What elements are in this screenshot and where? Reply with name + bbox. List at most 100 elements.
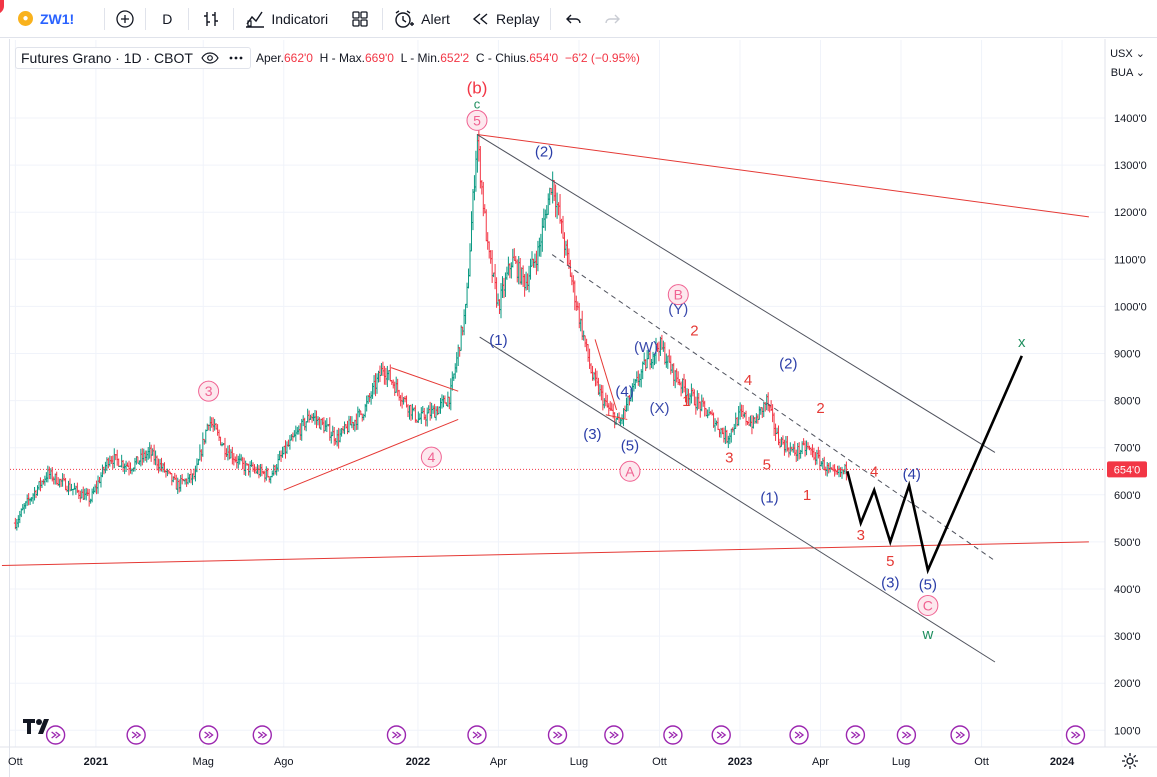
event-marker-arrows: [131, 731, 142, 739]
wave-label: (1): [760, 490, 778, 507]
plus-circle-icon: [116, 9, 134, 28]
compare-button[interactable]: [105, 0, 145, 38]
chart-frame: [0, 39, 1157, 777]
replay-label: Replay: [495, 10, 540, 27]
event-marker-icon[interactable]: [386, 725, 407, 745]
rewind-icon: [472, 12, 488, 25]
wave-circle: [917, 594, 939, 616]
event-marker-icon[interactable]: [467, 725, 487, 745]
trend-line-upper-red: [476, 133, 1089, 218]
trend-line-wedge-bottom: [283, 418, 459, 491]
wave-circle: [667, 284, 689, 306]
event-marker-icon[interactable]: [789, 725, 809, 745]
eye-icon[interactable]: [201, 51, 219, 65]
wave-label: (b): [467, 79, 488, 98]
y-tick-label: 1400'0: [1114, 113, 1147, 125]
price-axis[interactable]: 1400'0 1300'0 1200'0 1100'0 1000'0 900'0 800'0…: [1104, 39, 1157, 747]
wave-label: (3): [583, 426, 601, 443]
symbol-button[interactable]: ● ZW1!: [0, 0, 82, 38]
event-marker-arrows: [955, 731, 966, 739]
indicators-button[interactable]: Indicatori: [234, 0, 338, 38]
tradingview-logo-icon: [23, 719, 49, 734]
projection: [846, 355, 1023, 575]
symbol-legend-box[interactable]: Futures Grano · 1D · CBOT: [15, 47, 251, 69]
y-tick-label: 200'0: [1114, 678, 1141, 690]
event-marker-icon[interactable]: [252, 725, 272, 745]
x-tick-label: Lug: [570, 756, 588, 768]
event-marker-icon[interactable]: [547, 725, 568, 745]
high-label: H - Max.: [319, 51, 365, 65]
event-marker-icon[interactable]: [45, 725, 66, 745]
drawing-lines: [1, 133, 1105, 663]
trend-line-channel-mid: [551, 254, 996, 562]
x-tick-label: Ago: [274, 756, 294, 768]
unit-button[interactable]: BUA ⌄: [1111, 66, 1145, 79]
redo-button[interactable]: [595, 0, 631, 38]
notification-dot: [0, 0, 4, 14]
trend-line-lower-red: [1, 541, 1089, 566]
wave-label: 3: [857, 527, 865, 544]
wave-circle: [466, 109, 488, 131]
x-tick-label: Apr: [812, 756, 829, 768]
event-marker-icon[interactable]: [126, 725, 146, 745]
wave-label: w: [921, 626, 933, 643]
event-marker-arrows: [609, 731, 619, 739]
y-tick-label: 800'0: [1114, 396, 1141, 408]
event-marker-arrows: [51, 731, 61, 739]
toolbar-divider: [188, 7, 190, 30]
currency-button[interactable]: USX ⌄: [1110, 47, 1145, 60]
alert-button[interactable]: Alert: [383, 0, 460, 38]
event-marker-arrows: [204, 731, 214, 739]
close-value: 654'0: [529, 51, 559, 65]
more-options-icon[interactable]: [227, 51, 245, 65]
frame-left-border: [9, 39, 10, 777]
wave-label: 1: [803, 487, 811, 504]
replay-button[interactable]: Replay: [460, 0, 550, 38]
event-marker-icon[interactable]: [950, 725, 970, 745]
wave-label: (W): [634, 339, 658, 356]
wave-labels: (b)c534(2)(1)(3)(4)(5)A(W)(X)B(Y)21345(2…: [198, 79, 1026, 643]
x-tick-label: Lug: [892, 756, 910, 768]
event-marker-icon[interactable]: [198, 725, 219, 745]
time-axis[interactable]: Ott 2021 Mag Ago 2022 Apr Lug Ott 2023 Apr Lug Ott 2…: [0, 746, 1157, 768]
wave-label: 5: [763, 457, 771, 474]
y-tick-label: 1300'0: [1114, 160, 1147, 172]
wave-label: c: [474, 97, 481, 112]
gear-icon[interactable]: [1121, 752, 1139, 770]
y-tick-label: 900'0: [1114, 349, 1141, 361]
event-marker-icon[interactable]: [604, 725, 624, 745]
event-marker-icon[interactable]: [1065, 725, 1086, 745]
interval-button[interactable]: D: [146, 0, 188, 38]
x-tick-label: Ott: [8, 756, 23, 768]
trend-line-channel-bottom: [479, 336, 996, 663]
event-marker-icon[interactable]: [845, 725, 866, 745]
event-markers[interactable]: [45, 725, 1086, 745]
layouts-button[interactable]: [338, 0, 382, 38]
alarm-clock-icon: [395, 9, 415, 28]
trend-line-channel-top: [476, 134, 996, 453]
high-value: 669'0: [364, 51, 394, 65]
bars-icon: [204, 11, 219, 26]
x-tick-label: Ott: [652, 756, 667, 768]
event-marker-icon[interactable]: [896, 725, 917, 745]
event-marker-arrows: [902, 731, 912, 739]
wave-label: 2: [816, 400, 824, 417]
grid-icon: [352, 10, 368, 27]
projection-path: [846, 355, 1023, 575]
candles: [13, 127, 848, 531]
event-marker-icon[interactable]: [663, 725, 683, 745]
x-tick-label: 2022: [406, 756, 430, 768]
interval-label: D: [162, 10, 173, 27]
wave-label: A: [625, 463, 635, 479]
wave-label: C: [923, 598, 933, 614]
chart-type-button[interactable]: [189, 0, 233, 38]
undo-button[interactable]: [551, 0, 595, 38]
wave-label: (5): [919, 577, 937, 594]
y-tick-label: 400'0: [1114, 584, 1141, 596]
event-marker-icon[interactable]: [711, 725, 731, 745]
event-marker-arrows: [668, 731, 678, 739]
wheat-coin-icon: ●: [18, 11, 33, 26]
x-tick-label: 2023: [728, 756, 752, 768]
wave-label: 3: [725, 450, 733, 467]
